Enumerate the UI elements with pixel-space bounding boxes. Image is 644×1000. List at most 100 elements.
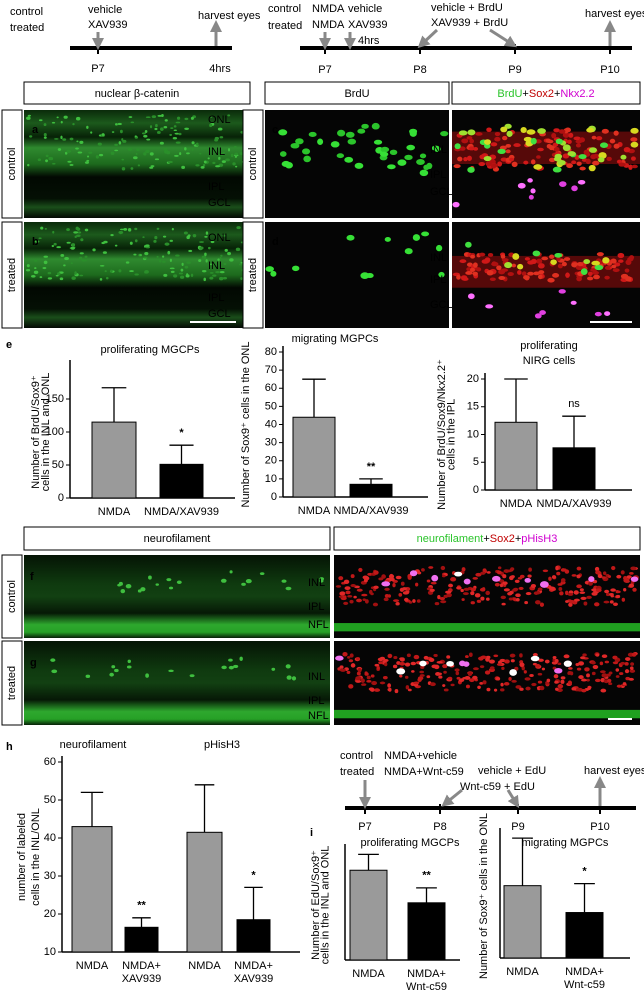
cell-nucleus: [456, 676, 461, 680]
cell-nucleus: [530, 159, 536, 165]
cell-nucleus: [620, 661, 626, 665]
cell-nucleus: [554, 680, 559, 684]
y-tick-label: 70: [265, 364, 277, 376]
cell-nucleus: [525, 592, 532, 596]
y-tick-label: 40: [44, 832, 56, 844]
cell-nucleus: [227, 251, 232, 256]
cell-nucleus: [357, 668, 362, 673]
cell-nucleus: [465, 684, 470, 689]
panel-letter: f: [30, 571, 34, 583]
panel-header: [23, 81, 251, 105]
cell-nucleus: [527, 178, 533, 183]
cell-nucleus: [594, 678, 601, 683]
cell-nucleus: [607, 575, 612, 579]
cell-nucleus: [623, 588, 627, 592]
cell-nucleus: [494, 131, 501, 137]
cell-nucleus: [446, 592, 452, 598]
cell-nucleus: [439, 597, 446, 601]
cell-nucleus: [355, 676, 362, 681]
chart-title: proliferating MGCPs: [360, 837, 460, 849]
cell-nucleus: [212, 274, 217, 277]
cell-nucleus: [503, 681, 510, 686]
cell-nucleus: [189, 674, 195, 678]
header-part: neurofilament: [417, 533, 484, 545]
cell-nucleus: [524, 257, 531, 261]
cell-nucleus: [561, 261, 567, 267]
cell-nucleus: [47, 271, 52, 275]
condition-label: control: [6, 580, 18, 613]
cell-nucleus: [628, 164, 633, 170]
cell-nucleus: [234, 155, 238, 158]
cell-nucleus: [481, 587, 486, 592]
cell-nucleus: [601, 576, 606, 579]
label: Wnt-c59 + EdU: [460, 781, 535, 793]
cell-nucleus: [101, 241, 105, 245]
cell-nucleus: [186, 235, 190, 240]
cell-nucleus: [52, 230, 55, 234]
cell-nucleus: [554, 252, 563, 258]
cell-nucleus: [209, 263, 214, 266]
cell-nucleus: [517, 576, 523, 580]
cell-nucleus: [145, 673, 149, 678]
cell-nucleus: [173, 125, 177, 128]
cell-nucleus: [337, 129, 346, 137]
x-tick-label: NMDA: [500, 498, 533, 510]
cell-nucleus: [498, 275, 506, 280]
cell-nucleus: [486, 127, 492, 133]
cell-nucleus: [186, 147, 191, 151]
cell-nucleus: [145, 149, 150, 154]
cell-nucleus: [419, 674, 425, 677]
cell-nucleus: [629, 572, 634, 575]
cell-nucleus: [585, 158, 591, 165]
cell-nucleus: [110, 151, 115, 155]
cell-nucleus: [404, 597, 409, 602]
panel-header: [333, 526, 641, 551]
cell-nucleus: [62, 138, 67, 141]
cell-nucleus: [151, 115, 157, 119]
cell-nucleus: [146, 138, 151, 141]
cell-nucleus: [431, 664, 438, 669]
cell-nucleus: [173, 274, 178, 278]
x-tick-label: Wnt-c59: [406, 981, 447, 993]
cell-nucleus: [319, 577, 325, 581]
cell-nucleus: [387, 683, 392, 688]
bar: [503, 885, 542, 959]
cell-nucleus: [34, 259, 38, 262]
cell-nucleus: [503, 569, 510, 573]
cell-nucleus: [134, 239, 138, 243]
cell-nucleus: [181, 262, 184, 266]
cell-nucleus: [127, 659, 131, 664]
cell-nucleus: [281, 160, 291, 167]
cell-nucleus: [412, 234, 421, 241]
cell-nucleus: [431, 574, 439, 582]
cell-nucleus: [486, 687, 491, 692]
panel-header: [23, 526, 331, 551]
y-axis-label: cells in the IPL: [445, 399, 457, 471]
cell-nucleus: [84, 259, 87, 262]
cell-nucleus: [381, 574, 386, 579]
cell-nucleus: [398, 593, 403, 597]
cell-nucleus: [65, 151, 68, 155]
cell-nucleus: [502, 574, 507, 579]
cell-nucleus: [426, 579, 431, 583]
cell-nucleus: [557, 263, 563, 269]
cell-nucleus: [592, 160, 600, 166]
cell-nucleus: [537, 147, 544, 152]
cell-nucleus: [580, 596, 587, 600]
cell-nucleus: [587, 276, 594, 281]
cell-nucleus: [218, 156, 221, 160]
cell-nucleus: [565, 600, 569, 603]
cell-nucleus: [222, 276, 228, 280]
panel-letter: c: [272, 124, 278, 136]
cell-nucleus: [117, 122, 122, 126]
cell-nucleus: [563, 257, 571, 261]
layer-label: GCL: [430, 186, 453, 198]
cell-nucleus: [388, 574, 395, 579]
cell-nucleus: [404, 248, 413, 255]
cell-nucleus: [76, 234, 81, 237]
cell-nucleus: [358, 567, 363, 572]
cell-nucleus: [588, 576, 595, 583]
cell-nucleus: [59, 277, 64, 281]
cell-nucleus: [380, 146, 390, 153]
cell-nucleus: [475, 572, 482, 577]
